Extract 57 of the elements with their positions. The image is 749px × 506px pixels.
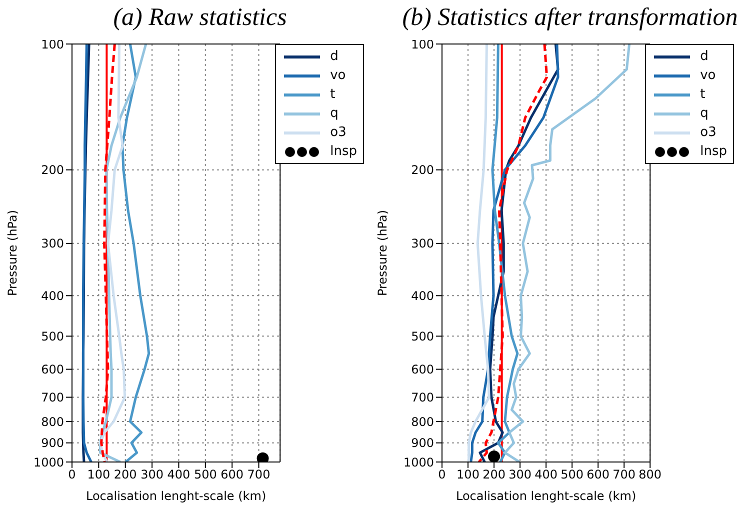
y-tick-label: 1000 xyxy=(33,455,64,470)
x-tick-label: 500 xyxy=(194,468,217,482)
y-tick-label: 400 xyxy=(411,288,434,303)
y-tick-label: 500 xyxy=(411,329,434,344)
x-tick-label: 0 xyxy=(438,468,446,482)
y-tick-label: 800 xyxy=(411,414,434,429)
legend-label: o3 xyxy=(330,125,346,140)
legend-label: q xyxy=(330,106,338,121)
legend-label: d xyxy=(700,49,708,64)
legend-label: lnsp xyxy=(330,144,357,159)
y-axis-title: Pressure (hPa) xyxy=(5,210,20,296)
x-tick-label: 200 xyxy=(482,468,506,482)
legend-label: q xyxy=(700,106,708,121)
legend-label: vo xyxy=(700,68,716,83)
y-tick-label: 1000 xyxy=(403,455,434,470)
y-tick-label: 400 xyxy=(41,288,64,303)
x-tick-label: 100 xyxy=(87,468,110,482)
x-tick-label: 100 xyxy=(456,468,480,482)
y-tick-label: 300 xyxy=(41,236,64,251)
x-tick-label: 200 xyxy=(114,468,137,482)
x-tick-label: 500 xyxy=(560,468,584,482)
y-tick-label: 600 xyxy=(41,362,64,377)
y-tick-label: 600 xyxy=(411,362,434,377)
chart-title: (a) Raw statistics xyxy=(113,4,287,31)
y-tick-label: 900 xyxy=(41,436,64,450)
legend-label: vo xyxy=(330,68,346,83)
chart-title: (b) Statistics after transformation xyxy=(402,4,738,31)
y-tick-label: 800 xyxy=(41,414,64,429)
x-tick-label: 400 xyxy=(167,468,190,482)
x-tick-label: 400 xyxy=(534,468,558,482)
y-axis-title: Pressure (hPa) xyxy=(375,210,390,296)
legend-label: d xyxy=(330,49,338,64)
line-series xyxy=(99,44,126,462)
x-tick-label: 600 xyxy=(586,468,610,482)
y-tick-label: 500 xyxy=(41,329,64,344)
x-axis-title: Localisation lenght-scale (km) xyxy=(456,489,636,503)
y-tick-label: 200 xyxy=(41,163,64,178)
line-series xyxy=(121,44,150,462)
x-tick-label: 700 xyxy=(612,468,636,482)
x-tick-label: 300 xyxy=(140,468,164,482)
x-tick-label: 300 xyxy=(508,468,532,482)
legend-label: o3 xyxy=(700,125,716,140)
y-tick-label: 900 xyxy=(411,436,434,450)
y-tick-label: 700 xyxy=(41,390,64,405)
x-axis-title: Localisation lenght-scale (km) xyxy=(86,489,266,503)
line-series xyxy=(504,44,631,462)
y-tick-label: 300 xyxy=(411,236,434,251)
y-tick-label: 700 xyxy=(411,390,434,405)
x-tick-label: 600 xyxy=(220,468,244,482)
legend-label: lnsp xyxy=(700,144,727,159)
line-series xyxy=(468,44,490,462)
legend-label: t xyxy=(330,87,336,102)
x-tick-label: 0 xyxy=(68,468,76,482)
x-tick-label: 700 xyxy=(247,468,270,482)
y-tick-label: 200 xyxy=(411,163,434,178)
x-tick-label: 800 xyxy=(638,468,662,482)
legend-label: t xyxy=(700,87,706,102)
